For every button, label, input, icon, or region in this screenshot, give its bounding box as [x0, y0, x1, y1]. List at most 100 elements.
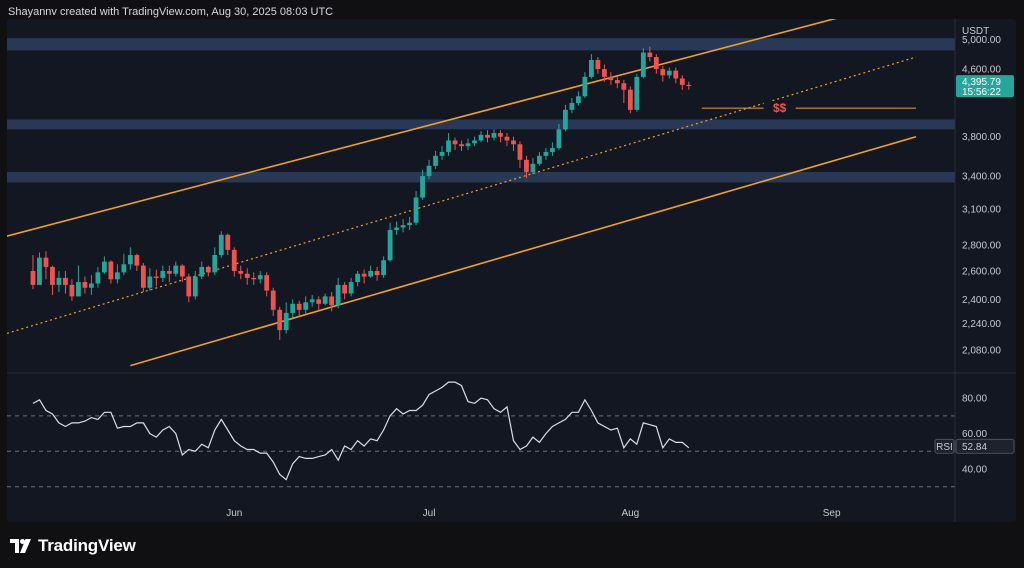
rsi-name-label: RSI	[936, 442, 953, 453]
price-tick-label: 2,080.00	[962, 345, 1001, 356]
candle	[439, 146, 445, 160]
candle-body	[225, 234, 231, 250]
candle	[76, 265, 81, 297]
time-axis: Jun Jul Aug Sep	[226, 508, 841, 519]
candle-body	[355, 273, 361, 283]
liquidity-annotation: $$	[773, 101, 787, 115]
price-tick-label: 2,400.00	[962, 295, 1001, 306]
candle	[498, 130, 503, 143]
candle-body	[43, 257, 49, 267]
price-overlays: $$	[763, 101, 796, 116]
candle-body	[660, 69, 666, 76]
candle	[108, 260, 114, 284]
candle-body	[192, 276, 198, 297]
candle-body	[517, 144, 523, 160]
candle-body	[179, 265, 185, 277]
candle	[95, 266, 101, 288]
candle	[244, 268, 250, 285]
candle	[160, 265, 166, 283]
candle	[459, 140, 464, 151]
price-tick-label: 3,100.00	[962, 204, 1001, 215]
candle-body	[329, 296, 335, 306]
rsi-name-pill	[934, 438, 955, 454]
price-tick-label: 2,800.00	[962, 240, 1001, 251]
currency-label: USDT	[962, 26, 989, 37]
candle-body	[530, 163, 536, 172]
candle-body	[485, 134, 490, 138]
candle	[329, 292, 335, 312]
price-channel	[7, 19, 917, 367]
rsi-tick-label: 60.00	[962, 429, 987, 440]
candle	[342, 282, 348, 300]
resistance-zone-2	[7, 119, 955, 130]
price-tick-label: 4,600.00	[962, 65, 1001, 76]
candle-body	[634, 76, 640, 110]
candle	[608, 72, 614, 85]
candle-body	[160, 271, 166, 278]
candle-body	[166, 271, 172, 274]
candle-body	[556, 129, 562, 149]
time-tick-label: Jun	[226, 508, 242, 519]
candle-body	[231, 249, 237, 272]
candle	[361, 269, 367, 284]
candle-body	[498, 133, 503, 137]
candle	[335, 277, 341, 309]
price-chart[interactable]: RSI USDT 5,000.00 4,600.00 3,800.00 3,400.0…	[7, 19, 1016, 522]
candle-body	[653, 57, 659, 70]
candle-body	[290, 303, 296, 313]
candle	[614, 76, 620, 89]
candle	[595, 57, 601, 74]
candle-body	[472, 140, 477, 144]
candle-body	[218, 234, 224, 256]
candle	[231, 247, 237, 277]
candle-body	[640, 52, 646, 77]
candle	[173, 261, 179, 277]
candle-body	[550, 148, 555, 152]
time-tick-label: Sep	[823, 508, 841, 519]
candle	[400, 219, 406, 233]
chart-frame[interactable]: RSI USDT 5,000.00 4,600.00 3,800.00 3,400.0…	[7, 19, 1016, 522]
candle	[374, 266, 380, 281]
channel-lower-line	[130, 135, 917, 367]
candle-body	[400, 225, 406, 228]
price-tick-label: 2,600.00	[962, 267, 1001, 278]
candle-body	[647, 52, 653, 58]
candle-body	[465, 143, 471, 147]
candle-body	[446, 140, 451, 152]
candle	[413, 190, 419, 226]
candle	[530, 157, 536, 175]
candle-body	[63, 277, 68, 285]
candle-body	[374, 271, 380, 276]
rsi-value-pill	[955, 438, 1015, 454]
candle	[270, 287, 276, 316]
candle-body	[335, 284, 341, 306]
chart-header: Shayannv created with TradingView.com, A…	[8, 6, 334, 18]
candle	[218, 231, 224, 258]
candle-body	[244, 273, 250, 278]
candle-body	[37, 257, 42, 285]
candle	[63, 271, 68, 294]
candle-body	[666, 70, 672, 76]
rsi-tick-label: 80.00	[962, 394, 987, 405]
candle	[355, 271, 361, 287]
candle	[563, 104, 568, 132]
candle-body	[608, 76, 614, 81]
candle-body	[439, 151, 445, 156]
candle	[257, 271, 263, 284]
candle-body	[511, 140, 516, 145]
candle	[56, 271, 62, 293]
candle	[303, 296, 309, 315]
candle-body	[621, 83, 627, 90]
candle-body	[277, 309, 283, 331]
candle	[296, 300, 302, 318]
time-tick-label: Aug	[621, 508, 639, 519]
candle	[575, 91, 581, 106]
candle-body	[270, 290, 276, 310]
resistance-zone-1	[7, 38, 955, 51]
candle-body	[420, 176, 425, 198]
candle-body	[212, 255, 218, 273]
candle	[205, 265, 211, 277]
candle-body	[524, 159, 529, 172]
candle-body	[114, 272, 120, 280]
candle-body	[251, 277, 257, 280]
